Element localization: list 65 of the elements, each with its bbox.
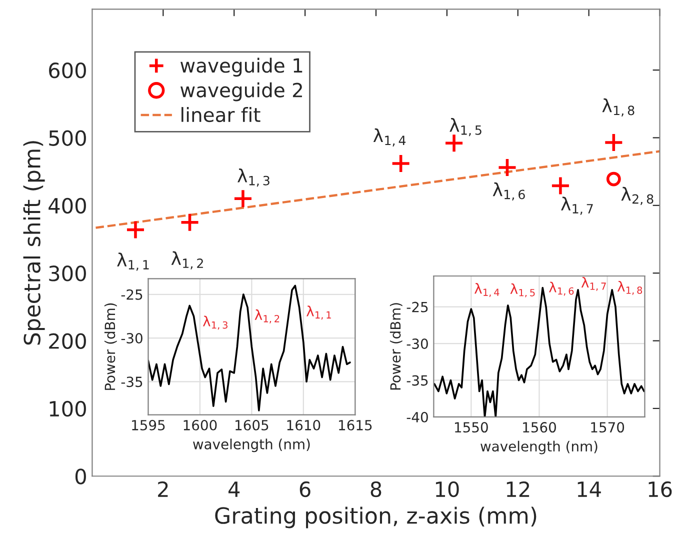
annotation: λ$_{1,3}$ bbox=[202, 316, 228, 330]
x-tick-label: 1570 bbox=[591, 422, 624, 433]
y-tick-label: 200 bbox=[49, 333, 86, 349]
x-tick-label: 4 bbox=[228, 482, 240, 497]
legend-label: linear fit bbox=[182, 107, 260, 122]
y-tick-label: 100 bbox=[50, 400, 86, 417]
line-series bbox=[148, 284, 351, 412]
y-axis-title: Power (dBm) bbox=[390, 303, 402, 390]
point bbox=[180, 212, 200, 232]
annotation: λ$_{1,6}$ bbox=[492, 182, 525, 201]
annotation: λ$_{1,1}$ bbox=[306, 306, 331, 320]
y-tick-label: -30 bbox=[406, 338, 428, 350]
y-tick-label: 400 bbox=[48, 198, 86, 214]
x-tick-label: 8 bbox=[370, 481, 382, 498]
y-tick-label: -30 bbox=[121, 332, 142, 344]
annotation: λ$_{1,5}$ bbox=[450, 118, 482, 136]
y-axis-title: Spectral shift (pm) bbox=[23, 141, 45, 345]
annotation: λ$_{1,1}$ bbox=[117, 252, 149, 271]
annotation: λ$_{1,6}$ bbox=[548, 282, 574, 296]
point bbox=[233, 188, 253, 209]
point bbox=[126, 220, 146, 240]
x-tick-label: 1595 bbox=[132, 420, 165, 430]
y-tick-label: -35 bbox=[121, 376, 142, 388]
x-tick-label: 6 bbox=[300, 481, 310, 498]
annotation: λ$_{1,8}$ bbox=[602, 98, 634, 117]
annotation: λ$_{1,4}$ bbox=[373, 128, 406, 146]
x-tick-label: 1610 bbox=[287, 420, 320, 430]
y-tick-label: 300 bbox=[49, 266, 86, 282]
y-tick-label: 500 bbox=[49, 130, 86, 146]
x-tick-label: 1605 bbox=[236, 420, 268, 430]
annotation: λ$_{2,8}$ bbox=[621, 186, 654, 206]
point bbox=[390, 154, 411, 174]
legend-label: waveguide 1 bbox=[180, 58, 302, 77]
x-axis-title: wavelength (nm) bbox=[193, 438, 310, 452]
x-tick-label: 1600 bbox=[184, 420, 217, 430]
y-tick-label: 600 bbox=[49, 62, 86, 78]
x-tick-label: 14 bbox=[578, 482, 601, 497]
y-axis-title: Power (dBm) bbox=[104, 303, 117, 390]
y-tick-label: -35 bbox=[406, 375, 428, 386]
annotation: λ$_{1,8}$ bbox=[617, 280, 642, 295]
x-tick-label: 12 bbox=[506, 481, 530, 497]
y-tick-label: -40 bbox=[406, 412, 428, 422]
x-tick-label: 1615 bbox=[339, 420, 372, 430]
y-tick-label: -25 bbox=[406, 302, 428, 312]
annotation: λ$_{1,7}$ bbox=[581, 276, 606, 291]
point bbox=[604, 132, 624, 152]
y-tick-label: -25 bbox=[121, 289, 142, 300]
annotation: λ$_{1,2}$ bbox=[171, 251, 203, 270]
x-tick-label: 1560 bbox=[523, 422, 556, 433]
legend-label: waveguide 2 bbox=[180, 82, 302, 102]
x-axis-title: wavelength (nm) bbox=[480, 440, 598, 454]
x-tick-label: 16 bbox=[648, 481, 672, 498]
point bbox=[606, 172, 621, 186]
annotation: λ$_{1,4}$ bbox=[474, 283, 500, 297]
x-tick-label: 2 bbox=[158, 481, 168, 497]
x-tick-label: 10 bbox=[436, 481, 459, 498]
y-tick-label: 0 bbox=[75, 468, 86, 484]
annotation: λ$_{1,3}$ bbox=[238, 168, 270, 187]
x-tick-label: 1550 bbox=[455, 422, 488, 433]
annotation: λ$_{1,2}$ bbox=[254, 309, 280, 324]
point bbox=[550, 176, 570, 196]
point bbox=[497, 158, 518, 178]
annotation: λ$_{1,7}$ bbox=[561, 196, 593, 215]
annotation: λ$_{1,5}$ bbox=[510, 283, 535, 298]
x-axis-title: Grating position, z-axis (mm) bbox=[215, 506, 536, 528]
